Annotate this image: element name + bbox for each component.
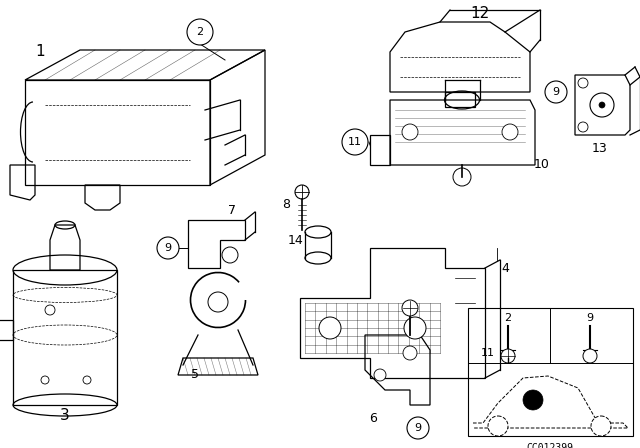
Text: 9: 9 — [164, 243, 172, 253]
Text: 7: 7 — [228, 203, 236, 216]
Circle shape — [523, 390, 543, 410]
Circle shape — [45, 305, 55, 315]
Text: 11: 11 — [348, 137, 362, 147]
Circle shape — [319, 317, 341, 339]
Circle shape — [342, 129, 368, 155]
Circle shape — [407, 417, 429, 439]
Text: 11: 11 — [481, 348, 495, 358]
Circle shape — [157, 237, 179, 259]
Circle shape — [583, 349, 597, 363]
Circle shape — [488, 416, 508, 436]
Circle shape — [453, 168, 471, 186]
Bar — [468, 308, 633, 436]
Circle shape — [545, 81, 567, 103]
Circle shape — [502, 124, 518, 140]
Text: 10: 10 — [534, 159, 550, 172]
Circle shape — [501, 349, 515, 363]
Text: 5: 5 — [191, 369, 199, 382]
Circle shape — [222, 247, 238, 263]
Circle shape — [591, 416, 611, 436]
Text: CC012399: CC012399 — [527, 443, 573, 448]
Circle shape — [83, 376, 91, 384]
Circle shape — [599, 102, 605, 108]
Circle shape — [402, 300, 418, 316]
Text: 9: 9 — [586, 313, 593, 323]
Circle shape — [187, 19, 213, 45]
Text: 9: 9 — [552, 87, 559, 97]
Circle shape — [578, 78, 588, 88]
Text: 4: 4 — [501, 262, 509, 275]
Circle shape — [590, 93, 614, 117]
Circle shape — [402, 124, 418, 140]
Circle shape — [374, 369, 386, 381]
Text: 3: 3 — [60, 408, 70, 422]
Text: 2: 2 — [196, 27, 204, 37]
Text: 8: 8 — [282, 198, 290, 211]
Circle shape — [578, 122, 588, 132]
Text: 2: 2 — [504, 313, 511, 323]
Text: 13: 13 — [592, 142, 608, 155]
Text: 6: 6 — [369, 412, 377, 425]
Text: 14: 14 — [288, 233, 304, 246]
Text: 12: 12 — [470, 7, 490, 22]
Text: 1: 1 — [35, 44, 45, 60]
Circle shape — [208, 292, 228, 312]
Circle shape — [404, 317, 426, 339]
Text: 9: 9 — [415, 423, 422, 433]
Circle shape — [295, 185, 309, 199]
Circle shape — [41, 376, 49, 384]
Circle shape — [403, 346, 417, 360]
